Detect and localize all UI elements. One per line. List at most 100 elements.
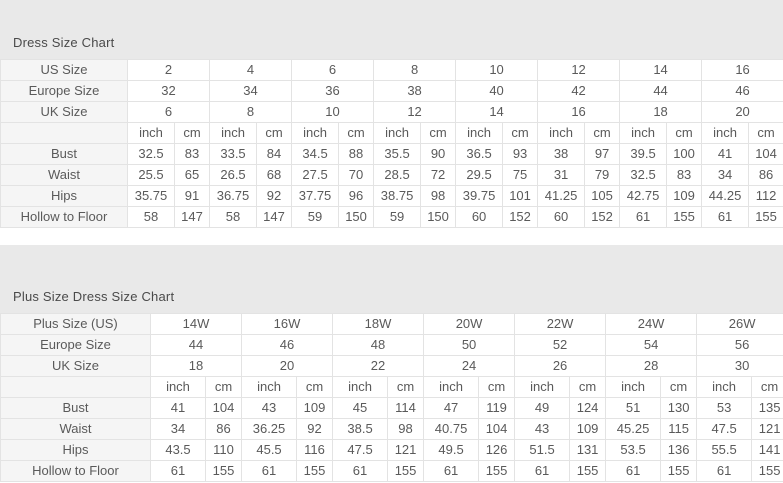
size-row: UK Size 18 20 22 24 26 28 30: [0, 355, 783, 377]
size-value-cell: 22W: [514, 313, 607, 335]
size-value-cell: 14: [455, 101, 539, 123]
row-label-cell: UK Size: [0, 101, 128, 123]
unit-inch-cell: inch: [150, 376, 206, 398]
measure-cm-cell: 105: [584, 185, 621, 207]
section-divider: [0, 228, 783, 245]
measure-cm-cell: 98: [420, 185, 457, 207]
measure-inch-cell: 61: [605, 460, 662, 482]
size-value-cell: 44: [149, 334, 243, 356]
measurement-row: Waist 25.5 65 26.5 68 27.5 70 28.5 72 29.5 75 31 79 3…: [0, 164, 783, 186]
size-value-cell: 16: [701, 59, 783, 81]
size-value-cell: 20W: [423, 313, 516, 335]
size-value-cell: 22: [332, 355, 425, 377]
unit-inch-cell: inch: [605, 376, 662, 398]
measure-inch-cell: 47.5: [332, 439, 389, 461]
unit-cm-cell: cm: [584, 122, 621, 144]
measure-cm-cell: 155: [204, 460, 243, 482]
size-value-cell: 50: [423, 334, 516, 356]
measure-inch-cell: 53.5: [605, 439, 662, 461]
unit-cm-cell: cm: [173, 122, 211, 144]
measure-inch-cell: 60: [455, 206, 504, 228]
row-label-cell: Waist: [0, 164, 128, 186]
measure-cm-cell: 121: [751, 418, 783, 440]
size-value-cell: 26: [514, 355, 607, 377]
measure-inch-cell: 32.5: [127, 143, 175, 165]
size-value-cell: 24: [423, 355, 516, 377]
measure-inch-cell: 55.5: [696, 439, 753, 461]
measure-cm-cell: 126: [478, 439, 516, 461]
measure-inch-cell: 36.25: [241, 418, 298, 440]
unit-cm-cell: cm: [478, 376, 516, 398]
size-value-cell: 56: [696, 334, 783, 356]
measure-inch-cell: 58: [209, 206, 258, 228]
measure-inch-cell: 45.5: [241, 439, 298, 461]
size-value-cell: 14W: [149, 313, 243, 335]
measure-cm-cell: 91: [173, 185, 211, 207]
unit-cm-cell: cm: [256, 122, 293, 144]
measure-cm-cell: 100: [666, 143, 703, 165]
unit-inch-cell: inch: [332, 376, 389, 398]
measure-cm-cell: 155: [296, 460, 334, 482]
unit-inch-cell: inch: [241, 376, 298, 398]
unit-cm-cell: cm: [748, 122, 783, 144]
measure-inch-cell: 59: [291, 206, 340, 228]
unit-inch-cell: inch: [291, 122, 340, 144]
measure-cm-cell: 119: [478, 397, 516, 419]
size-value-cell: 8: [209, 101, 293, 123]
size-value-cell: 2: [126, 59, 211, 81]
measure-cm-cell: 152: [502, 206, 539, 228]
measurement-row: Waist 34 86 36.25 92 38.5 98 40.75 104 43 109 45.25…: [0, 418, 783, 440]
size-value-cell: 40: [455, 80, 539, 102]
size-value-cell: 44: [619, 80, 703, 102]
unit-cm-cell: cm: [666, 122, 703, 144]
measure-inch-cell: 42.75: [619, 185, 668, 207]
size-value-cell: 12: [373, 101, 457, 123]
measure-cm-cell: 104: [478, 418, 516, 440]
measure-inch-cell: 47: [423, 397, 480, 419]
size-value-cell: 42: [537, 80, 621, 102]
size-value-cell: 38: [373, 80, 457, 102]
size-value-cell: 46: [701, 80, 783, 102]
size-value-cell: 54: [605, 334, 698, 356]
size-value-cell: 16W: [241, 313, 334, 335]
plus-size-table: Plus Size (US) 14W 16W 18W 20W 22W 24W 26W Europ…: [0, 313, 783, 482]
measure-inch-cell: 37.75: [291, 185, 340, 207]
measure-inch-cell: 33.5: [209, 143, 258, 165]
unit-cm-cell: cm: [569, 376, 607, 398]
measure-cm-cell: 155: [748, 206, 783, 228]
measure-cm-cell: 109: [296, 397, 334, 419]
measure-cm-cell: 124: [569, 397, 607, 419]
measure-cm-cell: 131: [569, 439, 607, 461]
measure-inch-cell: 53: [696, 397, 753, 419]
measure-cm-cell: 68: [256, 164, 293, 186]
size-value-cell: 6: [126, 101, 211, 123]
measure-cm-cell: 101: [502, 185, 539, 207]
measure-inch-cell: 38: [537, 143, 586, 165]
row-label-cell: Bust: [0, 143, 128, 165]
measure-inch-cell: 38.5: [332, 418, 389, 440]
unit-header-row: inch cm inch cm inch cm inch cm inch cm inch cm inch…: [0, 122, 783, 144]
unit-inch-cell: inch: [127, 122, 175, 144]
measure-inch-cell: 45: [332, 397, 389, 419]
section-title: Plus Size Dress Size Chart: [13, 289, 175, 304]
measure-cm-cell: 92: [256, 185, 293, 207]
unit-inch-cell: inch: [423, 376, 480, 398]
measure-cm-cell: 109: [569, 418, 607, 440]
measure-inch-cell: 43: [514, 418, 571, 440]
measure-cm-cell: 72: [420, 164, 457, 186]
size-value-cell: 30: [696, 355, 783, 377]
size-value-cell: 24W: [605, 313, 698, 335]
measure-inch-cell: 32.5: [619, 164, 668, 186]
measure-cm-cell: 115: [660, 418, 698, 440]
measure-cm-cell: 155: [660, 460, 698, 482]
measure-inch-cell: 36.75: [209, 185, 258, 207]
measure-cm-cell: 116: [296, 439, 334, 461]
size-value-cell: 18W: [332, 313, 425, 335]
measurement-row: Hollow to Floor 61 155 61 155 61 155 61 155 61 155…: [0, 460, 783, 482]
measure-cm-cell: 65: [173, 164, 211, 186]
measure-cm-cell: 104: [748, 143, 783, 165]
section-header-band: Plus Size Dress Size Chart: [0, 245, 783, 313]
measure-cm-cell: 83: [173, 143, 211, 165]
measure-cm-cell: 90: [420, 143, 457, 165]
measure-inch-cell: 38.75: [373, 185, 422, 207]
